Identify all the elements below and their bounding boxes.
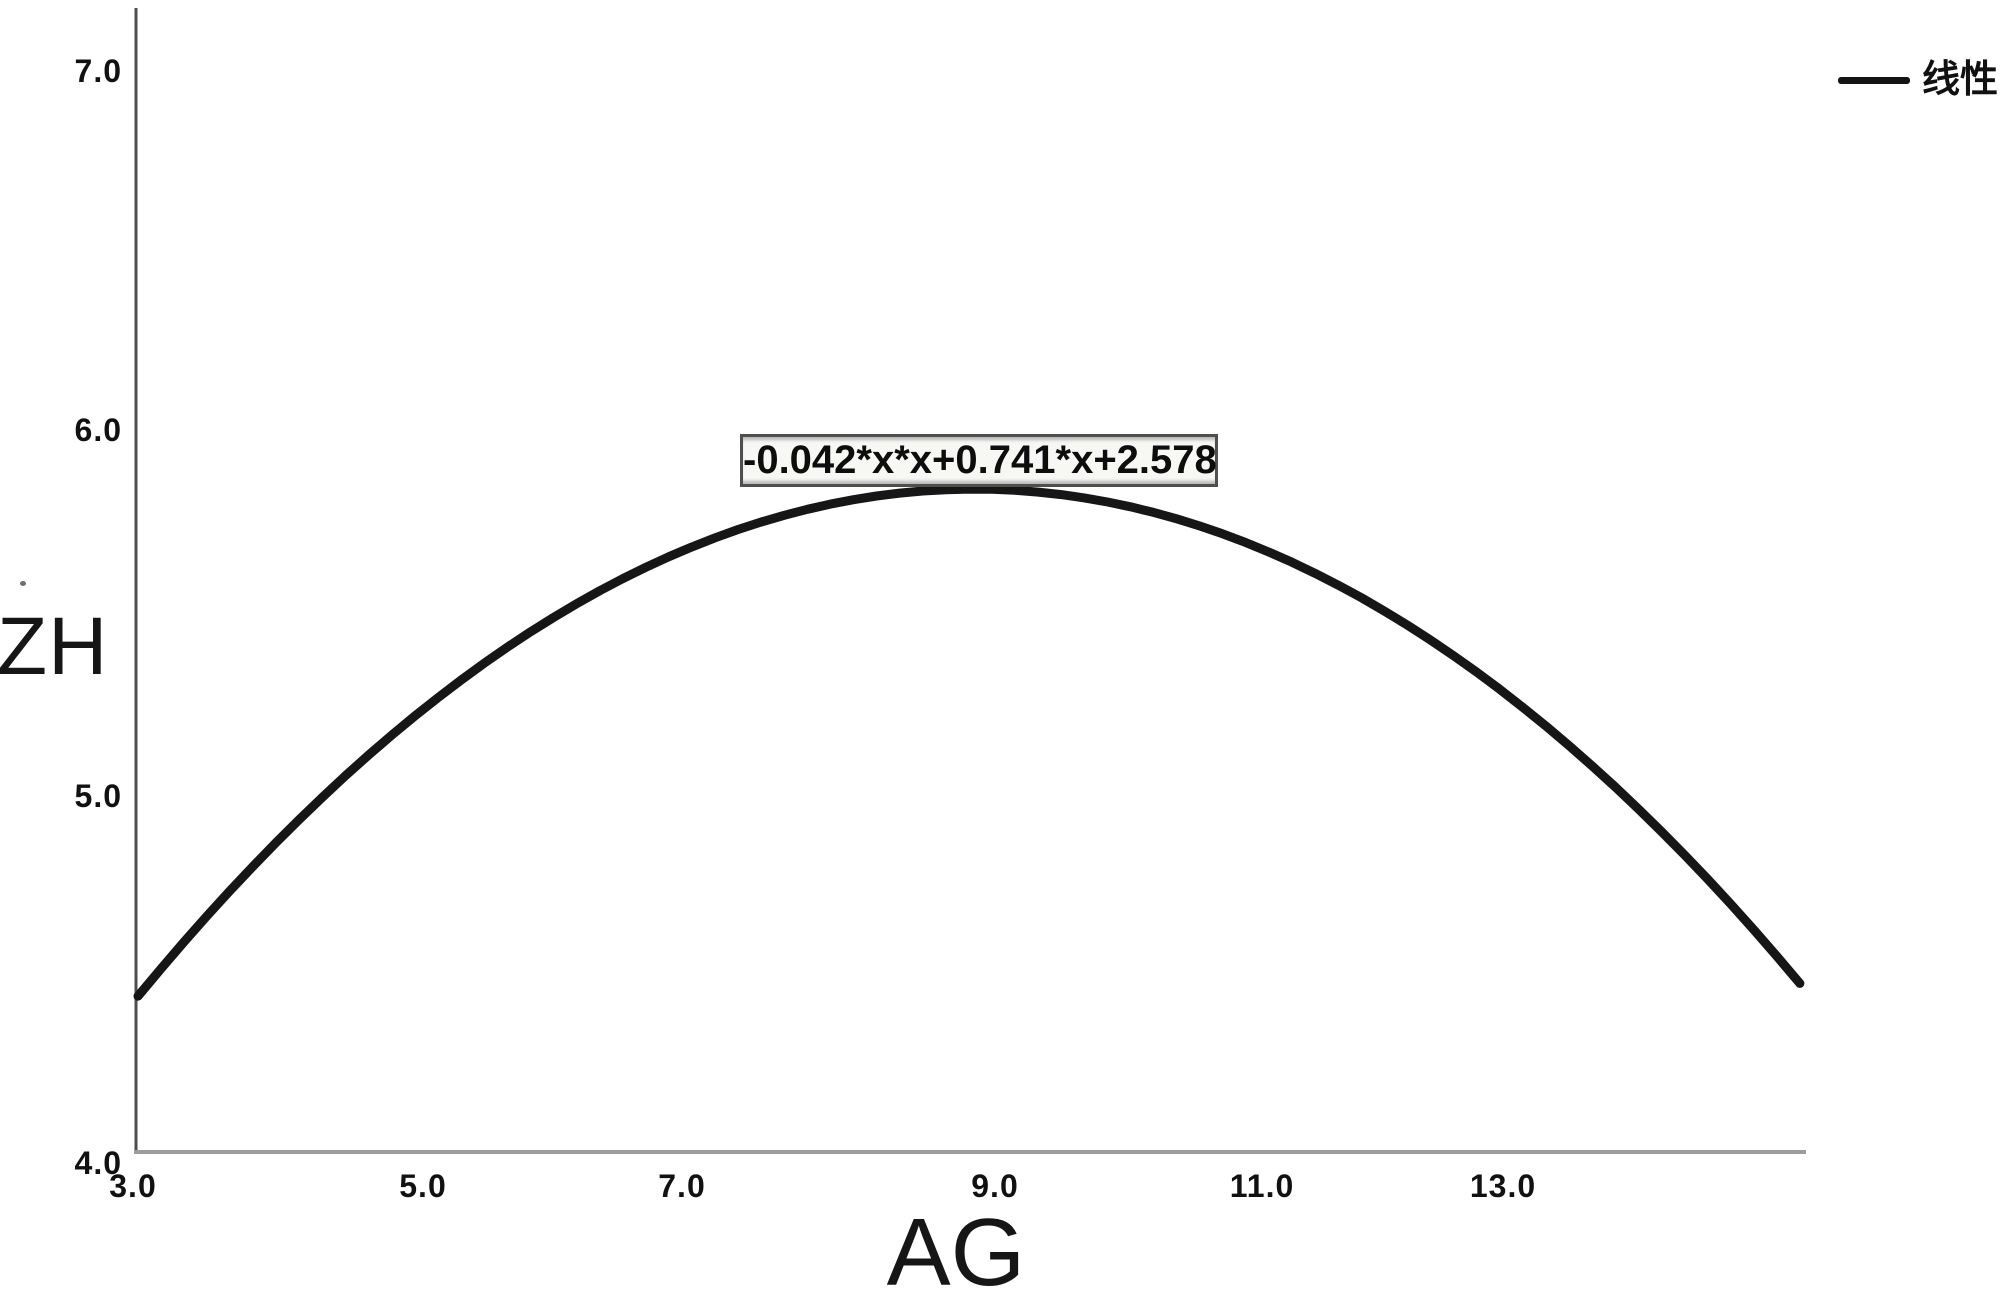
legend-line-swatch <box>1838 76 1910 84</box>
y-axis-title: ZH <box>0 601 109 692</box>
fit-curve <box>133 484 1805 1001</box>
legend-label: 线性 <box>1922 59 1999 101</box>
y-tick-label-5: 5.0 <box>74 778 122 814</box>
x-tick-label-3: 3.0 <box>109 1168 157 1204</box>
x-tick-label-11: 11.0 <box>1229 1168 1295 1204</box>
x-tick-label-13: 13.0 <box>1469 1168 1537 1204</box>
scan-artifact-dot <box>20 581 26 586</box>
x-tick-label-9: 9.0 <box>971 1168 1019 1204</box>
y-tick-label-4: 4.0 <box>74 1145 122 1181</box>
legend: 线性 <box>1838 56 1998 104</box>
x-tick-label-5: 5.0 <box>399 1168 447 1204</box>
equation-annotation: -0.042*x*x+0.741*x+2.578 <box>740 434 1218 487</box>
y-tick-label-7: 7.0 <box>74 53 122 89</box>
x-axis-title: AG <box>886 1199 1026 1291</box>
y-tick-label-6: 6.0 <box>74 412 122 448</box>
x-tick-label-7: 7.0 <box>658 1168 706 1204</box>
